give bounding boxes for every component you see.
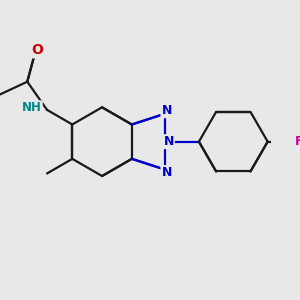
Text: F: F [295, 135, 300, 148]
Text: NH: NH [22, 101, 42, 114]
Text: N: N [161, 104, 172, 117]
Text: N: N [164, 135, 174, 148]
Text: O: O [31, 44, 43, 57]
Text: N: N [161, 166, 172, 179]
